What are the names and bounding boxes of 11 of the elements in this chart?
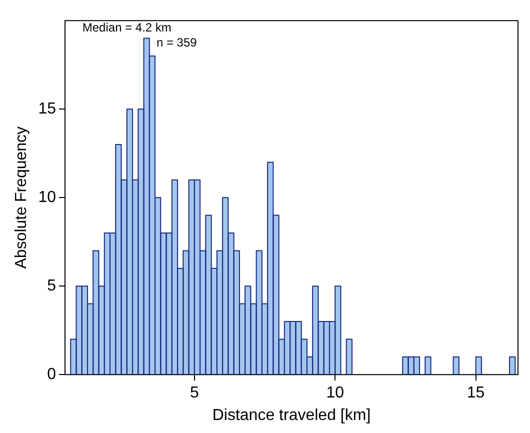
annotation: Median = 4.2 km xyxy=(82,20,172,35)
x-tick-label: 15 xyxy=(466,384,485,402)
y-tick-label: 15 xyxy=(38,100,56,118)
y-tick-label: 10 xyxy=(38,189,56,206)
x-tick-label: 5 xyxy=(190,384,199,402)
y-tick-label: 5 xyxy=(47,278,56,295)
y-tick-label: 0 xyxy=(47,366,56,384)
x-axis-title: Distance traveled [km] xyxy=(212,406,371,424)
annotation: n = 359 xyxy=(156,36,198,50)
y-axis-title: Absolute Frequency xyxy=(13,126,30,269)
x-tick-label: 10 xyxy=(326,384,344,402)
